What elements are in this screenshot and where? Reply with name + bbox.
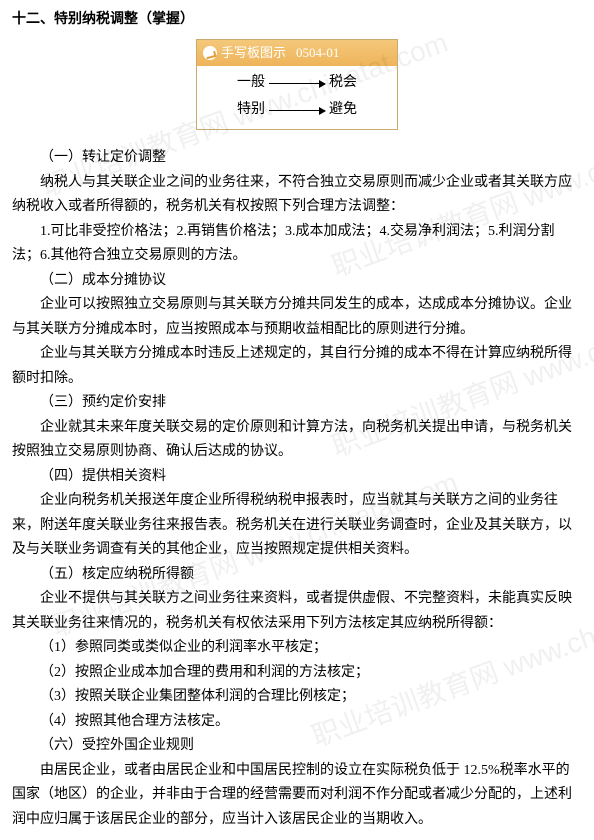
page-title: 十二、特别纳税调整（掌握） (12, 8, 582, 33)
diagram-right: 税会 (329, 71, 357, 96)
list-item: （1）参照同类或类似企业的利润率水平核定； (12, 636, 582, 661)
diagram-row: 特别 避免 (203, 97, 391, 124)
section-heading: （六）受控外国企业规则 (12, 734, 582, 759)
list-item: （3）按照关联企业集团整体利润的合理比例核定； (12, 685, 582, 710)
paragraph: 1.可比非受控价格法；2.再销售价格法；3.成本加成法；4.交易净利润法；5.利… (12, 220, 582, 269)
section-heading: （二）成本分摊协议 (12, 269, 582, 294)
paragraph: 企业可以按照独立交易原则与其关联方分摊共同发生的成本，达成成本分摊协议。企业与其… (12, 293, 582, 342)
list-item: （4）按照其他合理方法核定。 (12, 710, 582, 735)
section-heading: （一）转让定价调整 (12, 146, 582, 171)
diagram-header-code: 0504-01 (296, 42, 339, 65)
section-heading: （三）预约定价安排 (12, 391, 582, 416)
diagram-row: 一般 税会 (203, 70, 391, 97)
paragraph: 纳税人与其关联企业之间的业务往来，不符合独立交易原则而减少企业或者其关联方应纳税… (12, 171, 582, 220)
diagram-body: 一般 税会 特别 避免 (197, 66, 397, 129)
arrow-icon (269, 83, 325, 84)
section-heading: （四）提供相关资料 (12, 465, 582, 490)
diagram-header-label: 手写板图示 (221, 42, 286, 65)
diagram-left: 特别 (237, 98, 265, 123)
paragraph: 企业向税务机关报送年度企业所得税纳税申报表时，应当就其与关联方之间的业务往来，附… (12, 489, 582, 563)
diagram-right: 避免 (329, 98, 357, 123)
paragraph: 由居民企业，或者由居民企业和中国居民控制的设立在实际税负低于 12.5%税率水平… (12, 759, 582, 833)
section-heading: （五）核定应纳税所得额 (12, 563, 582, 588)
pen-icon (203, 46, 217, 60)
handwriting-diagram: 手写板图示 0504-01 一般 税会 特别 避免 (196, 39, 398, 131)
arrow-icon (269, 110, 325, 111)
list-item: （2）按照企业成本加合理的费用和利润的方法核定； (12, 661, 582, 686)
paragraph: 企业就其未来年度关联交易的定价原则和计算方法，向税务机关提出申请，与税务机关按照… (12, 416, 582, 465)
paragraph: 企业与其关联方分摊成本时违反上述规定的，其自行分摊的成本不得在计算应纳税所得额时… (12, 342, 582, 391)
paragraph: 企业不提供与其关联方之间业务往来资料，或者提供虚假、不完整资料，未能真实反映其关… (12, 587, 582, 636)
diagram-left: 一般 (237, 71, 265, 96)
diagram-header: 手写板图示 0504-01 (197, 40, 397, 67)
